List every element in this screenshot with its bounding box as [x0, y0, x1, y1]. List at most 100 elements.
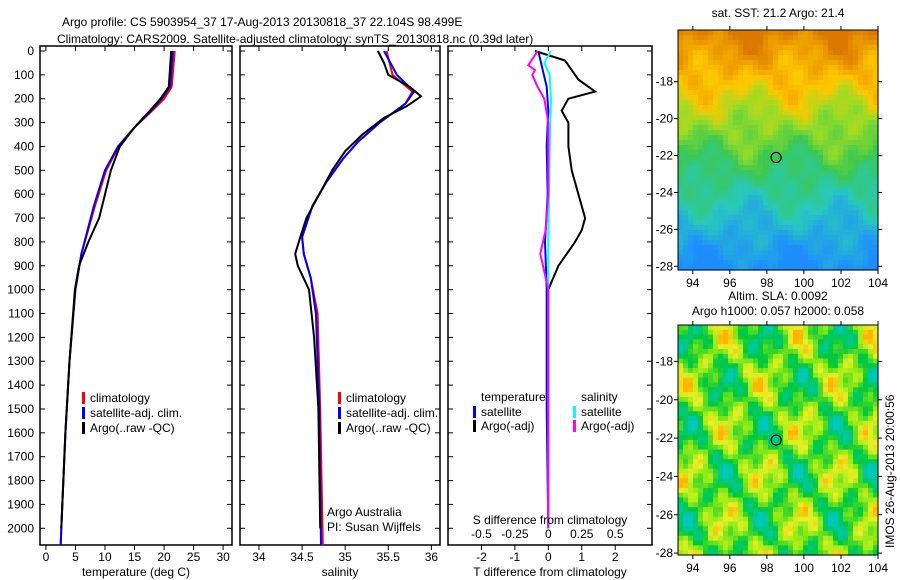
map-cell	[773, 401, 779, 408]
map-cell	[683, 75, 689, 81]
map-cell	[783, 190, 789, 196]
map-cell	[778, 105, 784, 111]
map-cell	[698, 329, 704, 336]
map-cell	[793, 468, 799, 475]
map-cell	[803, 195, 809, 201]
map-cell	[753, 540, 759, 546]
map-cell	[788, 160, 794, 166]
map-cell	[833, 377, 839, 384]
map-cell	[753, 487, 759, 494]
map-cell	[718, 80, 724, 86]
map-cell	[798, 535, 804, 542]
map-cell	[853, 180, 859, 186]
map-cell	[733, 105, 739, 111]
map-cell	[723, 483, 729, 489]
map-cell	[863, 60, 869, 66]
map-cell	[708, 440, 714, 446]
map-cell	[843, 140, 849, 146]
map-cell	[788, 155, 794, 161]
map-cell	[773, 420, 779, 427]
map-cell	[863, 368, 869, 374]
map-cell	[788, 185, 794, 191]
map-cell	[818, 420, 824, 427]
map-cell	[863, 30, 869, 36]
map-cell	[723, 85, 729, 91]
map-cell	[728, 502, 734, 508]
map-cell	[693, 550, 699, 556]
map-cell	[708, 205, 714, 211]
map-cell	[778, 170, 784, 176]
map-cell	[753, 425, 759, 431]
map-cell	[688, 220, 694, 226]
diff-legend-swatch	[573, 406, 576, 418]
map-cell	[703, 401, 709, 408]
map-cell	[793, 377, 799, 384]
map-cell	[718, 105, 724, 111]
map-cell	[803, 120, 809, 126]
map-cell	[783, 454, 789, 460]
map-cell	[718, 165, 724, 171]
map-cell	[778, 245, 784, 251]
map-cell	[818, 85, 824, 91]
map-cell	[678, 416, 684, 422]
map-cell	[703, 120, 709, 126]
map-cell	[833, 454, 839, 460]
map-cell	[678, 487, 684, 494]
map-cell	[718, 140, 724, 146]
map-cell	[833, 245, 839, 251]
map-cell	[868, 497, 874, 503]
map-cell	[863, 516, 869, 523]
map-cell	[833, 430, 839, 436]
map-cell	[863, 387, 869, 393]
map-cell	[733, 90, 739, 96]
map-cell	[813, 473, 819, 479]
map-cell	[763, 406, 769, 412]
map-cell	[843, 444, 849, 451]
map-cell	[798, 55, 804, 61]
map-cell	[733, 30, 739, 36]
map-cell	[768, 363, 774, 369]
map-cell	[868, 430, 874, 436]
map-cell	[868, 416, 874, 422]
y-tick-label: 0	[27, 44, 34, 58]
map-cell	[808, 185, 814, 191]
map-cell	[738, 339, 744, 345]
map-cell	[713, 392, 719, 398]
map-cell	[688, 35, 694, 41]
map-cell	[863, 420, 869, 427]
map-cell	[678, 120, 684, 126]
map-cell	[753, 205, 759, 211]
map-cell	[833, 368, 839, 374]
map-cell	[683, 45, 689, 51]
map-cell	[823, 130, 829, 136]
map-cell	[803, 377, 809, 384]
map-cell	[748, 145, 754, 151]
map-cell	[843, 368, 849, 374]
map-cell	[768, 150, 774, 156]
map-cell	[768, 526, 774, 532]
map-cell	[833, 387, 839, 393]
map-cell	[688, 492, 694, 499]
map-cell	[683, 190, 689, 196]
map-cell	[848, 344, 854, 350]
map-cell	[833, 349, 839, 355]
map-cell	[768, 125, 774, 131]
map-cell	[818, 473, 824, 479]
map-cell	[683, 230, 689, 236]
map-cell	[823, 110, 829, 116]
map-cell	[733, 492, 739, 499]
map-cell	[793, 145, 799, 151]
map-cell	[808, 497, 814, 503]
map-cell	[833, 358, 839, 364]
map-cell	[833, 406, 839, 412]
map-cell	[738, 110, 744, 116]
map-cell	[828, 70, 834, 76]
map-cell	[743, 180, 749, 186]
map-cell	[718, 382, 724, 388]
map-cell	[863, 521, 869, 527]
map-cell	[868, 487, 874, 494]
map-cell	[693, 411, 699, 417]
map-cell	[693, 235, 699, 241]
map-cell	[738, 473, 744, 479]
map-cell	[833, 511, 839, 518]
